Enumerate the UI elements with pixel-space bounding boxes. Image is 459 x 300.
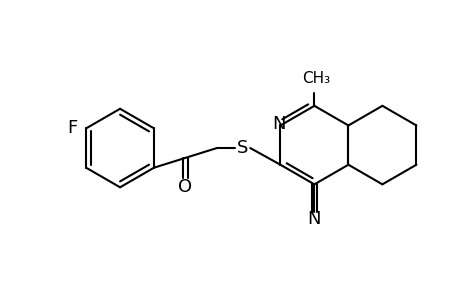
Text: S: S xyxy=(236,139,247,157)
Text: O: O xyxy=(178,178,192,196)
Text: N: N xyxy=(307,210,320,228)
Text: N: N xyxy=(272,116,285,134)
Text: CH₃: CH₃ xyxy=(302,71,330,86)
Text: F: F xyxy=(67,119,77,137)
